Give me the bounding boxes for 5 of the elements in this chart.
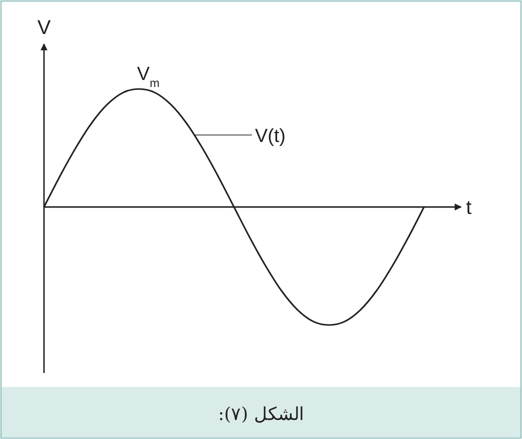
x-axis-title: t bbox=[466, 197, 472, 219]
annotation: V(t) bbox=[255, 126, 286, 147]
annotation: V$_{m}$ bbox=[137, 64, 160, 90]
y-axis-title: V bbox=[37, 17, 52, 39]
text: الشكل (٧): bbox=[218, 404, 304, 425]
